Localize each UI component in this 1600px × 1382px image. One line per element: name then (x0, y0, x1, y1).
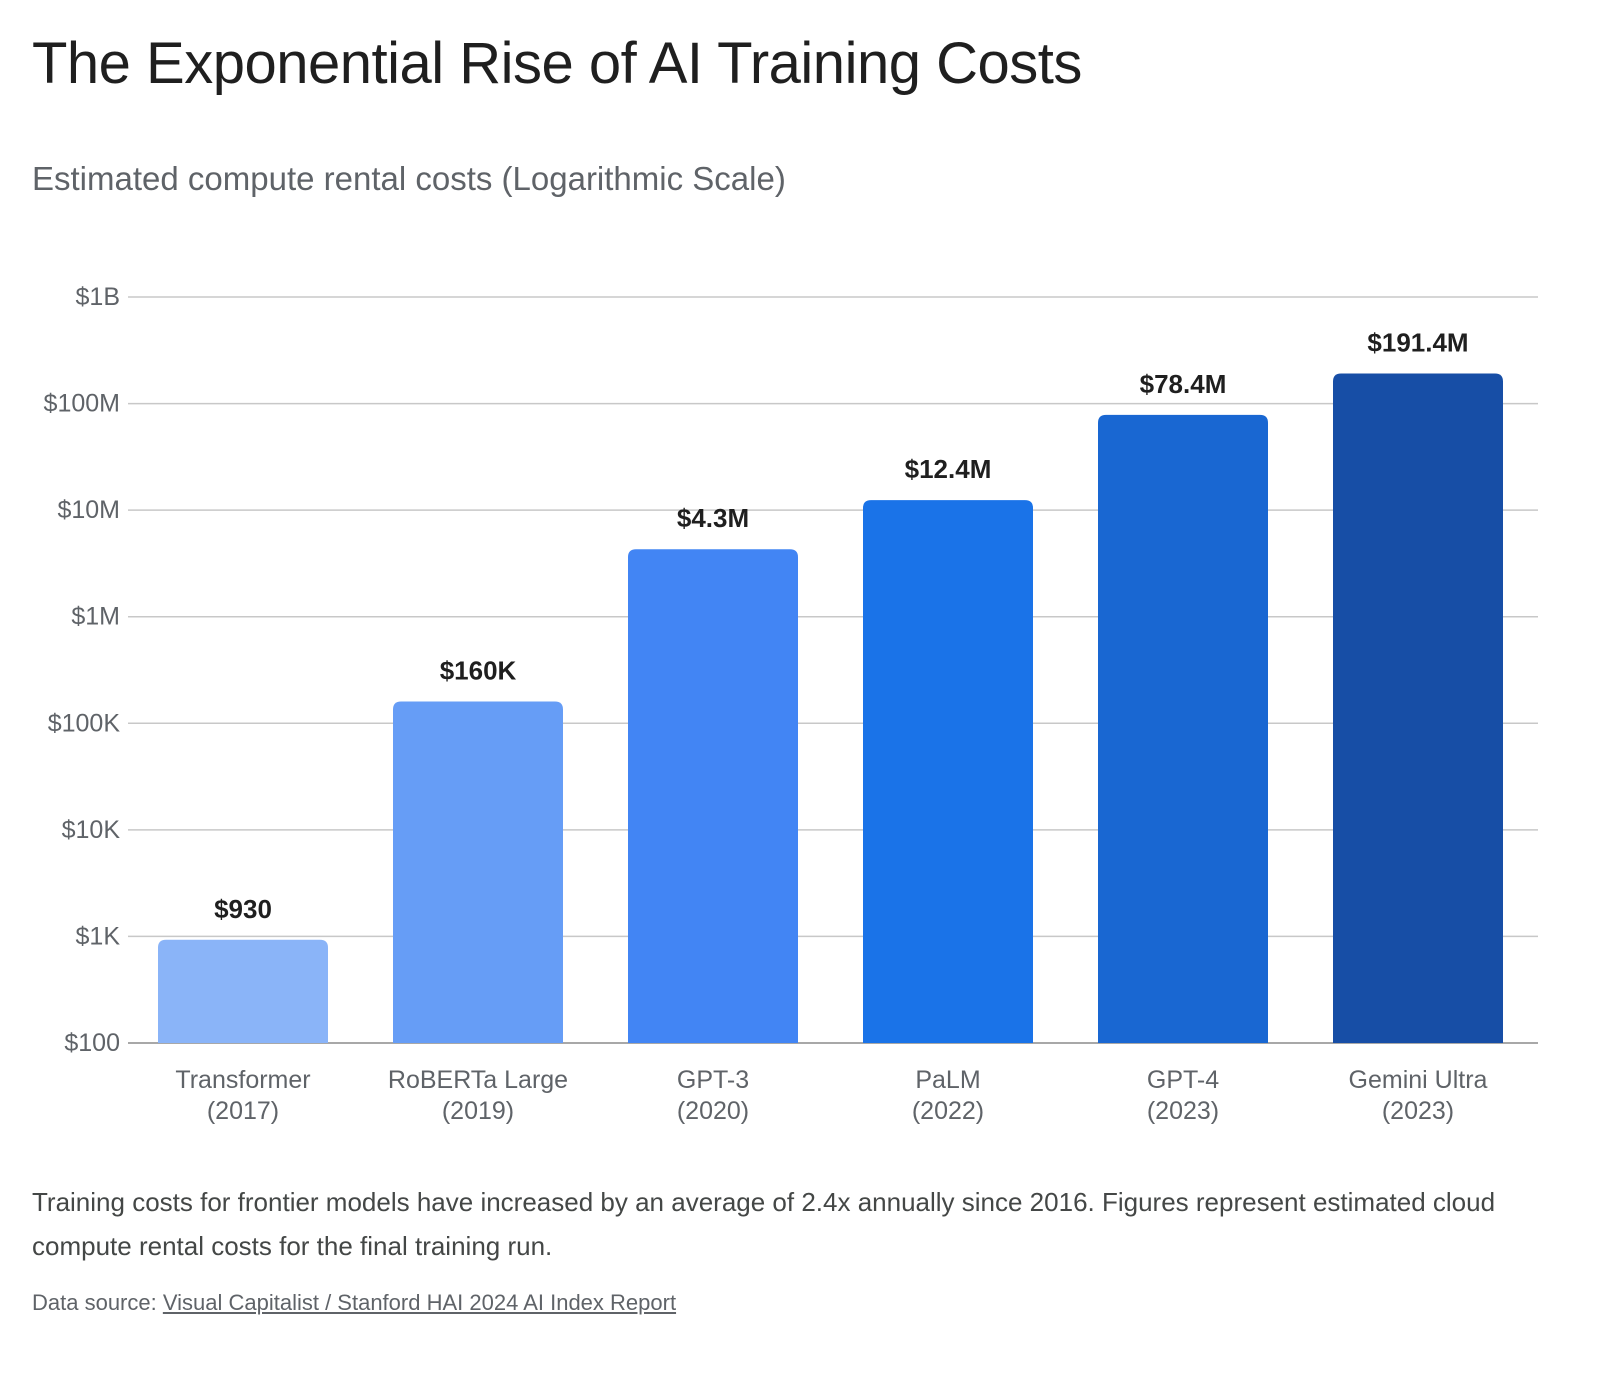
bar (1098, 414, 1268, 1043)
chart-title: The Exponential Rise of AI Training Cost… (32, 31, 1082, 96)
y-tick-label: $1K (76, 922, 121, 950)
x-category-label: Transformer (175, 1066, 310, 1094)
bar-value-label: $12.4M (905, 454, 992, 484)
bar-value-label: $191.4M (1367, 328, 1468, 358)
bar-value-labels: $930 $160K $4.3M $12.4M $78.4M $191.4M (214, 328, 1469, 924)
bar (1333, 373, 1503, 1043)
x-axis-category-labels: Transformer (2017) RoBERTa Large (2019) GPT-… (175, 1066, 1487, 1125)
x-category-year: (2017) (207, 1097, 279, 1125)
y-tick-label: $100 (64, 1029, 120, 1057)
data-source-link[interactable]: Visual Capitalist / Stanford HAI 2024 AI… (162, 1290, 677, 1315)
bar-chart: $100 $1K $10K $100K $1M $10M $100M $1B $930 $160… (44, 283, 1538, 1125)
x-category-year: (2023) (1382, 1097, 1454, 1125)
gridlines (128, 296, 1538, 1044)
x-category-label: Gemini Ultra (1349, 1066, 1488, 1094)
bar (393, 701, 563, 1043)
y-tick-label: $1B (76, 283, 120, 311)
y-tick-label: $10K (62, 816, 121, 844)
x-category-year: (2023) (1147, 1097, 1219, 1125)
data-source-prefix: Data source: (32, 1290, 163, 1315)
bars (158, 373, 1503, 1043)
chart-subtitle: Estimated compute rental costs (Logarith… (32, 160, 786, 197)
chart-footnote: Training costs for frontier models have … (32, 1187, 1496, 1261)
bar (158, 939, 328, 1043)
x-category-year: (2019) (442, 1097, 514, 1125)
bar-value-label: $930 (214, 894, 272, 924)
y-tick-label: $100M (44, 390, 120, 418)
bar-value-label: $78.4M (1140, 369, 1227, 399)
y-axis-tick-labels: $100 $1K $10K $100K $1M $10M $100M $1B (44, 283, 121, 1057)
bar (628, 549, 798, 1043)
y-tick-label: $1M (71, 603, 120, 631)
x-category-label: GPT-3 (677, 1066, 749, 1094)
x-category-label: GPT-4 (1147, 1066, 1219, 1094)
bar-value-label: $4.3M (677, 503, 749, 533)
bar (863, 500, 1033, 1043)
x-category-year: (2022) (912, 1097, 984, 1125)
x-category-year: (2020) (677, 1097, 749, 1125)
y-tick-label: $10M (57, 496, 120, 524)
x-category-label: RoBERTa Large (388, 1066, 568, 1094)
x-category-label: PaLM (915, 1066, 980, 1094)
y-tick-label: $100K (48, 709, 121, 737)
data-source: Data source: Visual Capitalist / Stanfor… (32, 1290, 676, 1316)
bar-value-label: $160K (440, 656, 517, 686)
